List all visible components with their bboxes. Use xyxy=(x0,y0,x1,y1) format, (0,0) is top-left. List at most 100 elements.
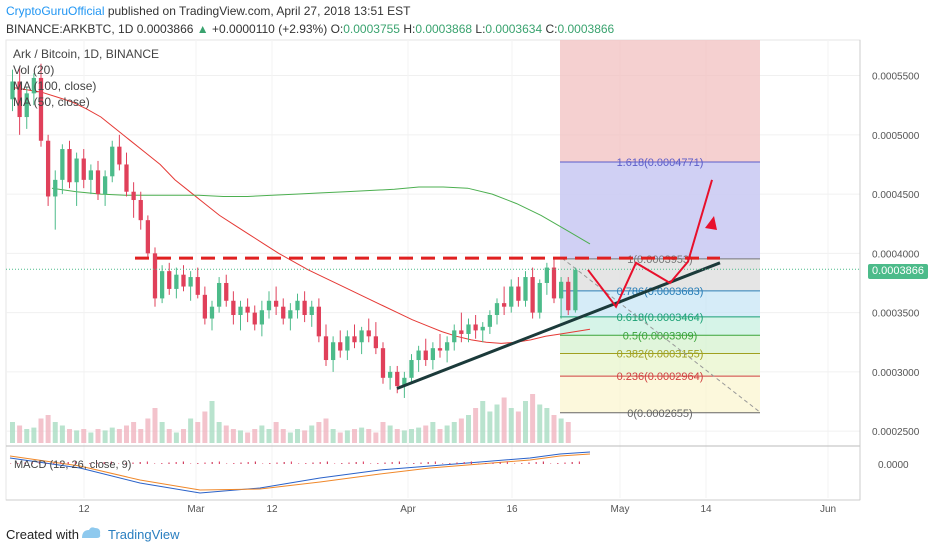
legend-vol[interactable]: Vol (20) xyxy=(13,63,55,77)
volume-bar xyxy=(444,425,450,443)
macd-histogram-bar xyxy=(427,462,429,464)
candle-body xyxy=(110,146,115,177)
volume-bar xyxy=(195,422,201,443)
chart-header: CryptoGuruOfficial published on TradingV… xyxy=(0,0,932,40)
macd-histogram-bar xyxy=(24,462,26,464)
macd-histogram-bar xyxy=(326,461,328,464)
candle-body xyxy=(416,350,421,361)
macd-histogram-bar xyxy=(118,463,120,464)
candle-body xyxy=(252,312,257,325)
volume-bar xyxy=(515,411,521,443)
symbol-label: BINANCE:ARKBTC, 1D xyxy=(6,22,134,36)
candle-body xyxy=(509,286,514,307)
macd-histogram-bar xyxy=(341,463,343,464)
macd-histogram-bar xyxy=(391,462,393,464)
macd-histogram-bar xyxy=(485,463,487,464)
candle-body xyxy=(402,377,407,387)
candle-body xyxy=(202,294,208,319)
volume-bar xyxy=(24,429,30,443)
candle-body xyxy=(409,360,414,378)
open-value: 0.0003755 xyxy=(343,22,400,36)
macd-histogram-bar xyxy=(550,463,552,464)
volume-bar xyxy=(551,415,557,443)
volume-bar xyxy=(10,422,15,443)
volume-bar xyxy=(74,430,80,443)
candle-body xyxy=(138,200,143,221)
tradingview-brand[interactable]: TradingView xyxy=(108,527,180,542)
macd-histogram-bar xyxy=(398,461,400,464)
macd-histogram-bar xyxy=(355,462,357,464)
fib-level-label: 0(0.0002655) xyxy=(627,408,692,420)
chart-title: Ark / Bitcoin, 1D, BINANCE xyxy=(13,47,160,61)
volume-bar xyxy=(109,427,115,443)
volume-bar xyxy=(394,429,400,443)
candle-body xyxy=(195,277,200,295)
macd-histogram-bar xyxy=(17,463,19,464)
fib-zone xyxy=(560,316,760,336)
candle-body xyxy=(38,77,44,141)
candle-body xyxy=(24,93,29,118)
macd-histogram-bar xyxy=(204,462,206,464)
macd-histogram-bar xyxy=(10,463,12,464)
legend-ma50[interactable]: MA (50, close) xyxy=(13,95,90,109)
macd-histogram-bar xyxy=(478,463,480,464)
candle-body xyxy=(330,342,336,361)
macd-histogram-bar xyxy=(168,462,170,464)
price-chart[interactable]: 0.0005500 0.0005000 0.0004500 0.0004000 0.00… xyxy=(0,38,932,518)
volume-bar xyxy=(437,429,443,443)
macd-histogram-bar xyxy=(420,462,422,464)
macd-histogram-bar xyxy=(175,462,177,464)
macd-histogram-bar xyxy=(499,462,501,464)
macd-histogram-bar xyxy=(60,462,62,464)
volume-bar xyxy=(352,429,357,443)
x-tick-label: May xyxy=(611,504,630,515)
volume-bar xyxy=(344,430,350,443)
volume-bar xyxy=(88,432,94,443)
volume-bar xyxy=(116,429,122,443)
macd-histogram-bar xyxy=(89,463,91,464)
volume-bar xyxy=(337,432,343,443)
candle-body xyxy=(366,330,371,337)
candle-body xyxy=(473,324,478,331)
volume-bar xyxy=(67,429,72,443)
projection-arrowhead xyxy=(705,216,717,230)
macd-histogram-bar xyxy=(312,462,314,464)
legend-ma100[interactable]: MA (100, close) xyxy=(13,79,97,93)
volume-bar xyxy=(188,418,194,443)
ma50-line xyxy=(11,86,591,344)
author-link[interactable]: CryptoGuruOfficial xyxy=(6,4,105,18)
y-tick-label: 0.0002500 xyxy=(872,427,920,438)
fib-zone xyxy=(560,376,760,413)
volume-bar xyxy=(523,401,528,443)
macd-histogram-bar xyxy=(82,463,84,464)
macd-histogram-bar xyxy=(226,463,228,464)
volume-bar xyxy=(252,429,258,443)
macd-histogram-bar xyxy=(535,462,537,464)
candle-body xyxy=(516,286,521,301)
volume-bar xyxy=(202,411,208,443)
support-trendline xyxy=(396,261,721,390)
volume-bar xyxy=(494,404,500,443)
y-tick-label: 0.0003000 xyxy=(872,368,920,379)
macd-histogram-bar xyxy=(319,462,321,464)
candle-body xyxy=(444,342,450,351)
candle-body xyxy=(31,77,37,94)
candle-body xyxy=(573,269,578,311)
volume-bar xyxy=(52,422,58,443)
candle-body xyxy=(352,336,357,343)
x-tick-label: 16 xyxy=(506,504,518,515)
candle-body xyxy=(558,281,564,299)
candle-body xyxy=(395,371,400,387)
volume-bar xyxy=(230,429,236,443)
candle-body xyxy=(380,348,386,378)
macd-histogram-bar xyxy=(46,463,48,464)
candle-body xyxy=(231,300,236,315)
candle-body xyxy=(530,277,535,313)
candle-body xyxy=(345,336,350,351)
macd-histogram-bar xyxy=(139,462,141,464)
macd-histogram-bar xyxy=(254,461,256,464)
candle-body xyxy=(423,350,428,361)
volume-bar xyxy=(416,427,422,443)
volume-bar xyxy=(59,425,65,443)
volume-bar xyxy=(238,430,243,443)
